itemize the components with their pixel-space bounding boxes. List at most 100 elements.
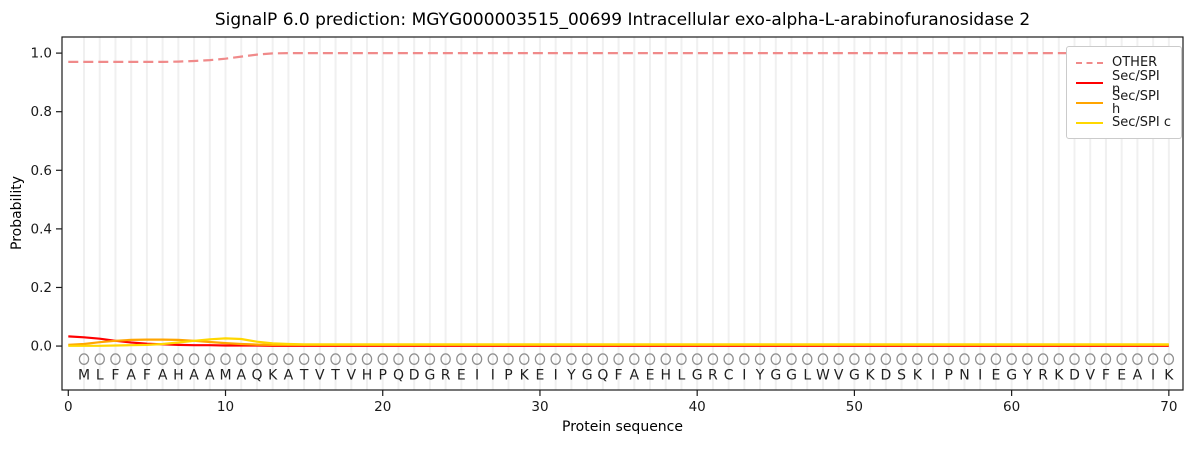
residue-marker-circle [912, 353, 923, 365]
residue-marker-circle [849, 353, 860, 365]
x-tick-label: 0 [64, 399, 73, 415]
residue-marker-circle [1132, 353, 1143, 365]
sequence-letter: I [742, 367, 746, 383]
residue-marker-circle [660, 353, 671, 365]
sequence-letter: R [708, 367, 718, 383]
sequence-letter: P [504, 367, 512, 383]
sequence-letter: G [424, 367, 435, 383]
sequence-letter: T [299, 367, 309, 383]
sequence-letter: I [491, 367, 495, 383]
y-axis-label: Probability [9, 175, 25, 251]
sequence-letter: I [978, 367, 982, 383]
residue-marker-circle [220, 353, 231, 365]
sequence-letter: E [536, 367, 545, 383]
residue-marker-circle [801, 353, 813, 365]
x-tick-label: 10 [217, 399, 234, 415]
sequence-letter: G [849, 367, 860, 383]
residue-marker-circle [1006, 353, 1017, 365]
residue-markers [78, 353, 1175, 365]
sequence-letter: F [1102, 367, 1110, 383]
residue-marker-circle [298, 353, 310, 365]
sequence-letter: V [834, 367, 844, 383]
legend-line-sample-sec-spi-n [1076, 81, 1103, 84]
series-line-sec-spi-c [68, 337, 1169, 347]
y-tick-label: 0.2 [31, 280, 52, 296]
legend-line-sample-sec-spi-h [1076, 101, 1103, 104]
y-tick-label: 1.0 [31, 46, 52, 62]
sequence-letter: H [362, 367, 373, 383]
residue-marker-circle [896, 353, 907, 365]
sequence-letter: K [1164, 367, 1174, 383]
series-line-other [68, 51, 1169, 64]
residue-marker-circle [676, 353, 687, 365]
residue-marker-circle [1163, 353, 1175, 365]
legend-item-other: OTHER [1076, 55, 1172, 70]
legend-line-sample-sec-spi-c [1076, 121, 1103, 124]
sequence-letter: K [520, 367, 530, 383]
residue-marker-circle [267, 353, 278, 365]
x-tick-label: 50 [846, 399, 863, 415]
sequence-letter: E [457, 367, 466, 383]
sequence-letter: F [615, 367, 623, 383]
residue-marker-circle [723, 353, 734, 365]
residue-marker-circle [518, 353, 530, 365]
y-tick-label: 0.6 [31, 163, 52, 179]
sequence-letter: A [158, 367, 168, 383]
residue-marker-circle [550, 353, 561, 365]
legend-item-sec-spi-n: Sec/SPI n [1076, 70, 1172, 96]
residue-marker-circle [188, 353, 200, 365]
residue-marker-circle [110, 353, 121, 365]
residue-marker-circle [487, 353, 499, 365]
sequence-letter: K [866, 367, 876, 383]
sequence-letter: L [803, 367, 811, 383]
y-tick-label: 0.4 [31, 221, 52, 237]
residue-marker-circle [629, 353, 640, 365]
residue-marker-circle [880, 353, 892, 365]
sequence-letter: F [143, 367, 151, 383]
sequence-letter: K [268, 367, 278, 383]
sequence-letter: M [78, 367, 90, 383]
sequence-letter: H [660, 367, 671, 383]
sequence-letter: T [330, 367, 340, 383]
residue-marker-circle [125, 353, 137, 365]
residue-marker-circle [157, 353, 168, 365]
residue-marker-circle [534, 353, 546, 365]
sequence-letter: L [678, 367, 686, 383]
sequence-letter: Q [597, 367, 608, 383]
residue-marker-circle [959, 353, 970, 365]
residue-marker-circle [707, 353, 719, 365]
sequence-letter: I [475, 367, 479, 383]
residue-marker-circle [1084, 353, 1096, 365]
y-tick-label: 0.8 [31, 104, 52, 120]
residue-marker-circle [503, 353, 514, 365]
x-tick-label: 40 [689, 399, 706, 415]
residue-marker-circle [393, 353, 404, 365]
sequence-letter: N [959, 367, 969, 383]
residue-marker-circle [314, 353, 326, 365]
residue-marker-circle [377, 353, 388, 365]
sequence-letter: A [126, 367, 136, 383]
x-tick-label: 30 [531, 399, 548, 415]
sequence-letter: K [913, 367, 923, 383]
sequence-letter: I [931, 367, 935, 383]
x-tick-label: 20 [374, 399, 391, 415]
sequence-letter: K [1054, 367, 1064, 383]
sequence-letter: G [692, 367, 703, 383]
residue-marker-circle [1022, 353, 1033, 365]
residue-marker-circle [440, 353, 451, 365]
sequence-letter: H [173, 367, 184, 383]
residue-marker-circle [613, 353, 624, 365]
residue-marker-circle [471, 353, 483, 365]
sequence-letter: A [236, 367, 246, 383]
sequence-letter: Y [755, 367, 765, 383]
series-lines [68, 51, 1169, 347]
residue-marker-circle [1147, 353, 1159, 365]
residue-marker-circle [770, 353, 782, 365]
sequence-letter: I [554, 367, 558, 383]
sequence-letter: G [1006, 367, 1017, 383]
sequence-letter: A [205, 367, 215, 383]
sequence-letter: G [770, 367, 781, 383]
residue-marker-circle [141, 353, 153, 365]
